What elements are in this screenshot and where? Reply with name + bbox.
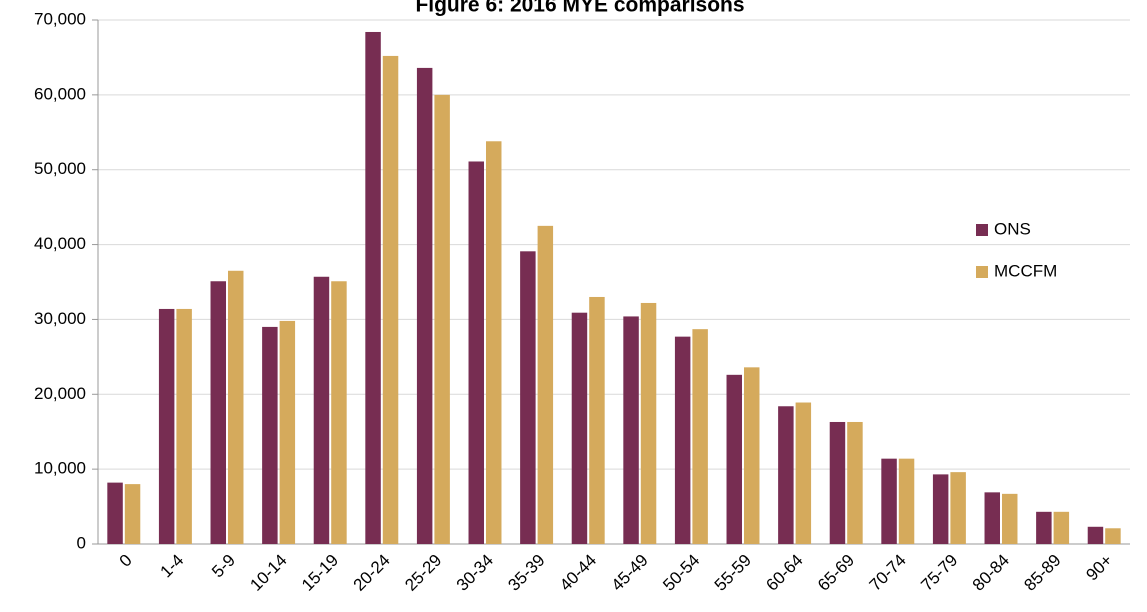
bar <box>1053 511 1070 544</box>
bar <box>795 402 812 544</box>
bar <box>1002 493 1018 544</box>
bar <box>674 336 691 544</box>
x-tick-label: 5-9 <box>208 551 239 582</box>
bar <box>382 55 399 544</box>
bar <box>486 141 502 545</box>
legend-swatch <box>976 266 988 278</box>
x-tick-label: 35-39 <box>504 551 548 595</box>
bar <box>262 326 278 544</box>
x-tick-label: 20-24 <box>350 551 394 595</box>
bar <box>640 302 657 544</box>
bar <box>744 367 760 544</box>
x-tick-label: 30-34 <box>453 551 497 595</box>
y-tick-label: 10,000 <box>34 459 86 478</box>
x-tick-label: 80-84 <box>969 551 1013 595</box>
y-tick-label: 50,000 <box>34 159 86 178</box>
chart-title: Figure 6: 2016 MYE comparisons <box>415 0 744 17</box>
x-tick-label: 40-44 <box>556 551 600 595</box>
bar <box>778 406 794 544</box>
y-tick-label: 30,000 <box>34 309 86 328</box>
bar <box>1105 528 1121 544</box>
x-tick-label: 90+ <box>1082 551 1116 585</box>
bar <box>726 374 742 544</box>
x-tick-label: 75-79 <box>917 551 961 595</box>
x-tick-label: 70-74 <box>866 551 910 595</box>
bar <box>520 251 536 544</box>
bar <box>881 458 897 544</box>
bar <box>210 281 226 544</box>
bar <box>107 482 123 544</box>
y-tick-label: 70,000 <box>34 9 86 28</box>
bar <box>434 94 450 544</box>
bar <box>984 492 1000 544</box>
bar <box>1036 511 1052 544</box>
bar <box>228 270 244 544</box>
x-tick-label: 45-49 <box>608 551 652 595</box>
y-tick-label: 60,000 <box>34 84 86 103</box>
x-tick-label: 10-14 <box>246 551 290 595</box>
y-tick-label: 20,000 <box>34 384 86 403</box>
x-tick-label: 1-4 <box>157 551 188 582</box>
legend-label: MCCFM <box>994 261 1057 280</box>
x-tick-label: 0 <box>116 551 136 571</box>
bar <box>1087 526 1104 544</box>
legend-label: ONS <box>994 219 1031 238</box>
bar <box>571 312 588 544</box>
bar <box>158 308 175 544</box>
bar <box>829 421 846 544</box>
bar <box>950 472 966 544</box>
bar <box>623 316 639 544</box>
bar <box>416 67 433 544</box>
x-tick-label: 65-69 <box>814 551 858 595</box>
x-tick-label: 55-59 <box>711 551 755 595</box>
x-tick-label: 25-29 <box>401 551 445 595</box>
bar <box>589 296 605 544</box>
bar <box>898 458 915 544</box>
y-tick-label: 40,000 <box>34 234 86 253</box>
bar <box>124 484 141 544</box>
bar <box>932 474 949 544</box>
bar <box>176 308 192 544</box>
legend-swatch <box>976 224 988 236</box>
x-tick-label: 15-19 <box>298 551 342 595</box>
bar <box>331 281 347 544</box>
bar <box>313 276 330 544</box>
bar <box>692 329 708 544</box>
x-tick-label: 60-64 <box>762 551 806 595</box>
bar <box>468 161 484 545</box>
bar <box>847 421 863 544</box>
bar <box>537 225 554 544</box>
bar <box>279 320 296 544</box>
bar <box>365 31 381 544</box>
x-tick-label: 50-54 <box>659 551 703 595</box>
y-tick-label: 0 <box>77 533 86 552</box>
x-tick-label: 85-89 <box>1020 551 1064 595</box>
